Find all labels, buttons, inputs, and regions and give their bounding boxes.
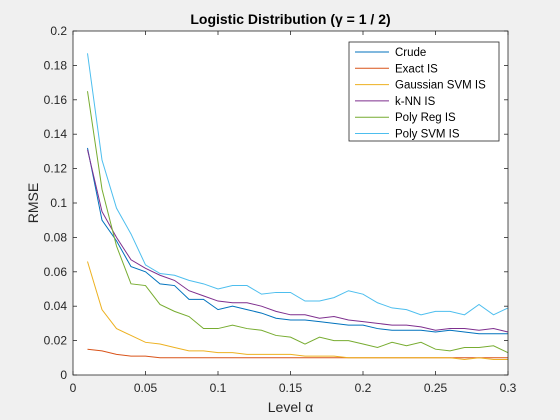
series-line-k-nn-is	[87, 149, 509, 333]
y-tick-label: 0.06	[44, 265, 68, 279]
x-tick-label: 0.3	[500, 381, 517, 395]
y-tick-label: 0.2	[50, 24, 67, 38]
y-tick-label: 0.08	[44, 230, 68, 244]
series-line-poly-svm-is	[87, 53, 509, 316]
y-tick-label: 0	[60, 368, 67, 382]
y-tick-label: 0.18	[44, 58, 68, 72]
x-tick-label: 0.2	[355, 381, 372, 395]
legend-label: Poly SVM IS	[395, 129, 460, 141]
y-tick-label: 0.04	[44, 299, 68, 313]
series-line-poly-reg-is	[87, 91, 509, 354]
y-tick-label: 0.02	[44, 334, 68, 348]
y-tick-label: 0.14	[44, 127, 68, 141]
series-line-crude	[87, 147, 508, 335]
legend-label: Poly Reg IS	[395, 112, 456, 124]
legend-label: Gaussian SVM IS	[395, 80, 486, 92]
x-axis-label: Level α	[268, 399, 313, 415]
y-tick-label: 0.1	[50, 196, 67, 210]
x-tick-label: 0.25	[424, 381, 448, 395]
chart-title: Logistic Distribution (γ = 1 / 2)	[190, 11, 390, 27]
x-tick-label: 0.1	[210, 381, 227, 395]
series-layer	[87, 53, 509, 361]
axes-layer: 0 0.05 0.1 0.15 0.2 0.25 0.3 0 0.02 0.04 0.06 0.08 0…	[44, 24, 517, 395]
y-tick-label: 0.12	[44, 162, 68, 176]
x-tick-label: 0	[70, 381, 77, 395]
legend-label: Crude	[395, 47, 426, 59]
series-line-gaussian-svm-is	[87, 261, 508, 361]
legend-box	[348, 41, 500, 142]
legend-label: Exact IS	[395, 63, 438, 75]
x-tick-label: 0.15	[279, 381, 303, 395]
legend: Crude Exact IS Gaussian SVM IS k-NN IS Poly …	[348, 41, 500, 142]
x-tick-label: 0.05	[134, 381, 158, 395]
legend-label: k-NN IS	[395, 96, 436, 108]
y-tick-label: 0.16	[44, 93, 68, 107]
y-axis-label: RMSE	[25, 183, 41, 223]
